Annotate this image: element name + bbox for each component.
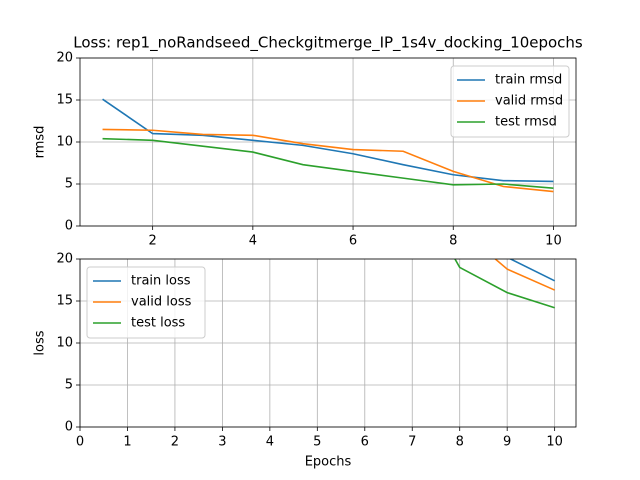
y-tick-label: 15 (56, 93, 73, 108)
chart-title: Loss: rep1_noRandseed_Checkgitmerge_IP_1… (73, 34, 583, 53)
axes-frame (79, 57, 577, 227)
legend-label: valid rmsd (495, 94, 563, 109)
legend: train loss valid loss test loss (86, 266, 206, 339)
plot-area (454, 259, 555, 309)
y-axis-label: loss (33, 330, 48, 355)
x-tick-label: 10 (546, 435, 563, 450)
x-axis-label: Epochs (305, 455, 352, 470)
y-tick-label: 0 (65, 219, 73, 234)
y-tick-label: 20 (56, 51, 73, 66)
x-tick-label: 10 (545, 234, 562, 249)
x-tick-label: 5 (313, 435, 321, 450)
x-tick-label: 7 (408, 435, 416, 450)
legend-label: test loss (131, 316, 185, 331)
legend-box (86, 266, 206, 339)
series-line (454, 259, 555, 309)
subplot: 0 1 2 3 4 5 6 7 8 9 10 0 5 10 15 20 Epochs loss train loss… (33, 252, 577, 470)
x-tick-label: 0 (76, 435, 84, 450)
legend: train rmsd valid rmsd test rmsd (450, 65, 570, 138)
axes-frame (79, 258, 577, 428)
series-line (102, 128, 554, 193)
legend-box (450, 65, 570, 138)
x-tick-label: 2 (171, 435, 179, 450)
legend-label: valid loss (131, 295, 192, 310)
legend-label: train rmsd (495, 73, 562, 88)
y-tick-label: 15 (56, 294, 73, 309)
series-line (102, 98, 554, 183)
x-tick-label: 8 (456, 435, 464, 450)
x-tick-label: 4 (266, 435, 274, 450)
legend-label: train loss (131, 274, 191, 289)
x-tick-label: 9 (503, 435, 511, 450)
series-line (508, 259, 555, 282)
y-tick-label: 5 (65, 378, 73, 393)
x-tick-label: 8 (449, 234, 457, 249)
y-tick-label: 5 (65, 177, 73, 192)
x-tick-label: 6 (361, 435, 369, 450)
series-line (102, 137, 554, 189)
y-tick-label: 10 (56, 135, 73, 150)
subplot: Loss: rep1_noRandseed_Checkgitmerge_IP_1… (33, 34, 583, 249)
x-tick-label: 3 (218, 435, 226, 450)
series-line (494, 259, 555, 291)
x-tick-label: 6 (349, 234, 357, 249)
x-tick-label: 1 (123, 435, 131, 450)
legend-label: test rmsd (495, 115, 557, 130)
y-tick-label: 10 (56, 336, 73, 351)
x-tick-label: 4 (249, 234, 257, 249)
plot-area (102, 98, 554, 193)
y-tick-label: 20 (56, 252, 73, 267)
x-tick-label: 2 (149, 234, 157, 249)
y-tick-label: 0 (65, 420, 73, 435)
y-axis-label: rmsd (33, 126, 48, 159)
